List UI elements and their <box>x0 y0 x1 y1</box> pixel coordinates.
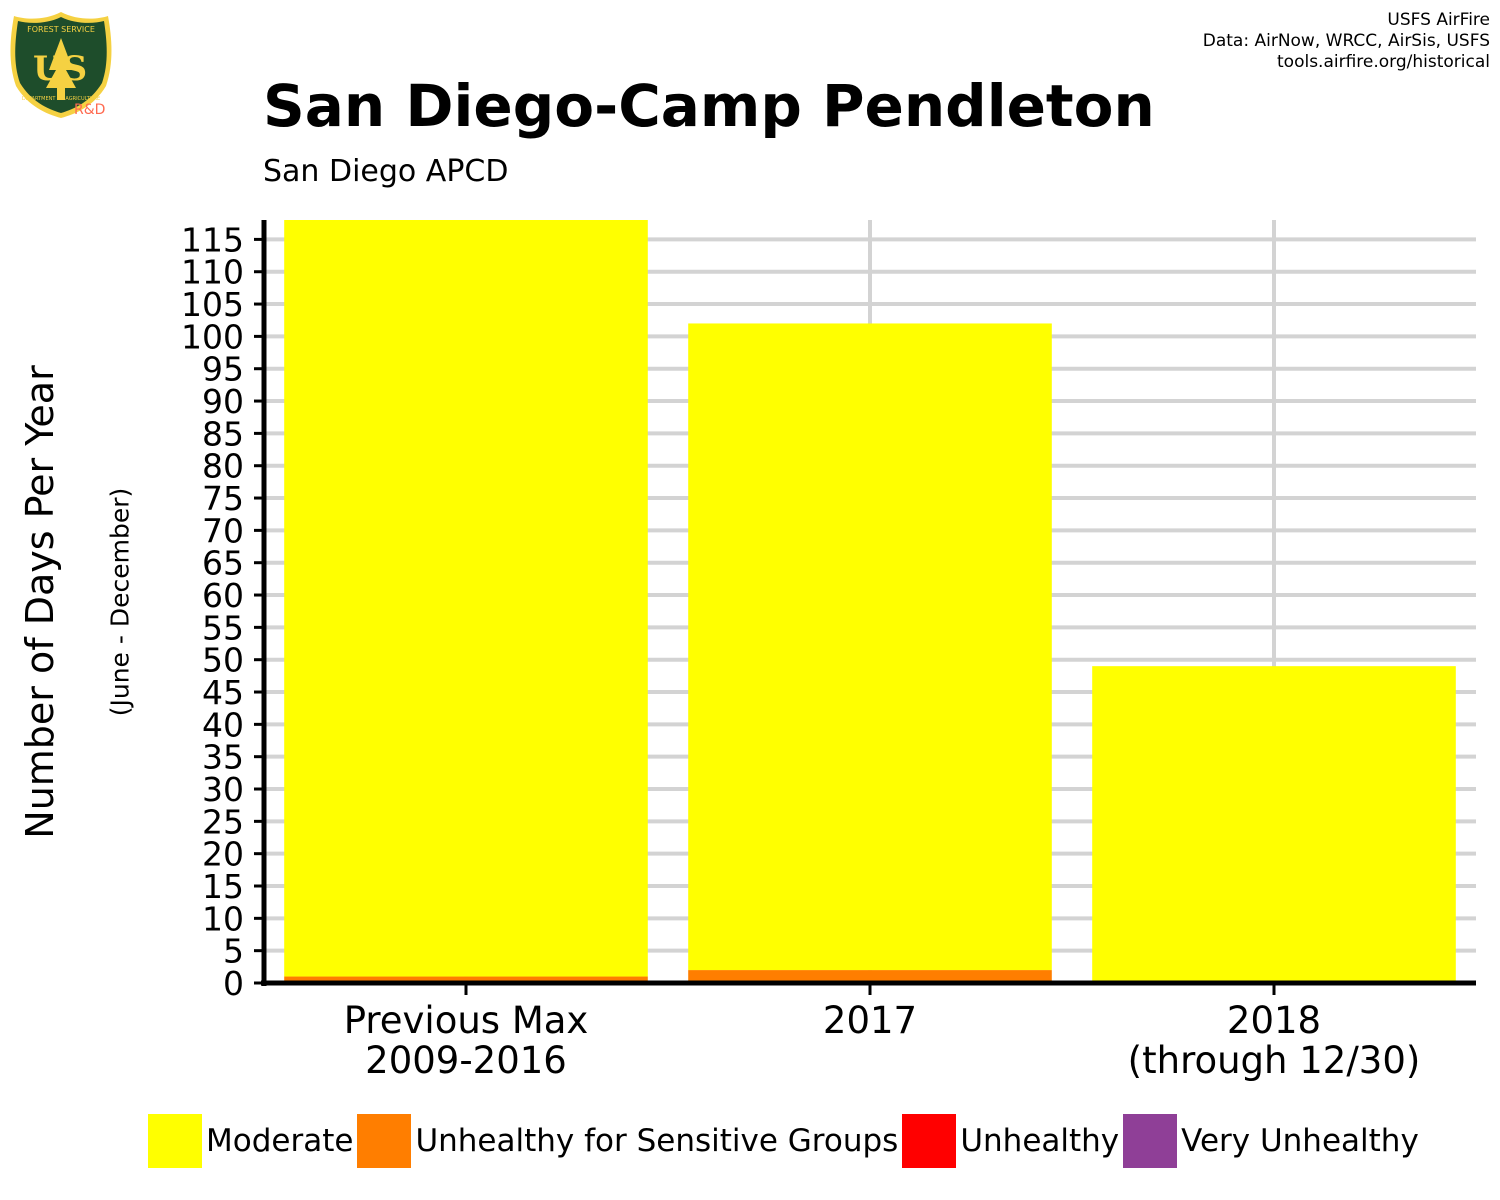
x-tick-label: 2017 <box>823 999 917 1042</box>
y-tick-label: 60 <box>202 576 244 615</box>
x-tick-label: Previous Max <box>344 999 589 1042</box>
legend-swatch-unhealthy <box>902 1114 957 1168</box>
logo-bottom-text: DEPARTMENT OF AGRICULTURE <box>22 96 100 102</box>
credit-line: USFS AirFire <box>1387 10 1490 30</box>
y-tick-label: 45 <box>202 673 244 712</box>
y-tick-label: 15 <box>202 867 244 906</box>
legend-label: Very Unhealthy <box>1181 1123 1419 1159</box>
y-tick-label: 95 <box>202 350 244 389</box>
logo-suffix: R&D <box>74 102 105 118</box>
y-tick-label: 50 <box>202 641 244 680</box>
y-tick-label: 80 <box>202 447 244 486</box>
bar-segment <box>1092 666 1456 983</box>
logo-top-text: FOREST SERVICE <box>27 25 95 34</box>
y-tick-label: 0 <box>223 964 244 1003</box>
bar-segment <box>284 220 648 977</box>
legend-label: Unhealthy for Sensitive Groups <box>415 1123 899 1159</box>
usfs-logo: US FOREST SERVICE DEPARTMENT OF AGRICULT… <box>10 12 112 118</box>
y-tick-label: 85 <box>202 414 244 453</box>
y-tick-label: 105 <box>181 285 244 324</box>
y-tick-label: 5 <box>223 932 244 971</box>
y-tick-label: 30 <box>202 770 244 809</box>
x-tick-label: 2018 <box>1227 999 1321 1042</box>
legend-swatch-moderate <box>148 1114 202 1168</box>
credit-line: tools.airfire.org/historical <box>1277 52 1490 72</box>
legend-item: Very Unhealthy <box>1123 1114 1419 1168</box>
y-tick-label: 20 <box>202 835 244 874</box>
y-tick-label: 35 <box>202 738 244 777</box>
x-tick-label: 2009-2016 <box>365 1039 567 1082</box>
y-tick-label: 55 <box>202 608 244 647</box>
y-tick-label: 115 <box>181 220 244 259</box>
y-tick-label: 75 <box>202 479 244 518</box>
y-tick-label: 110 <box>181 253 244 292</box>
legend-swatch-very-unhealthy <box>1123 1114 1178 1168</box>
logo-letters: US <box>33 49 87 89</box>
legend-item: Moderate <box>148 1114 353 1168</box>
legend-swatch-usg <box>357 1114 412 1168</box>
y-tick-label: 25 <box>202 802 244 841</box>
legend-item: Unhealthy <box>902 1114 1119 1168</box>
x-tick-label: (through 12/30) <box>1128 1039 1421 1082</box>
bar-segment <box>688 970 1052 983</box>
chart-subtitle: San Diego APCD <box>263 154 509 189</box>
y-tick-label: 10 <box>202 899 244 938</box>
bar-segment <box>688 323 1052 971</box>
y-tick-label: 40 <box>202 705 244 744</box>
chart-title: San Diego-Camp Pendleton <box>263 72 1155 140</box>
legend-label: Unhealthy <box>960 1123 1120 1159</box>
bar-segment <box>284 976 648 983</box>
credits: USFS AirFire Data: AirNow, WRCC, AirSis,… <box>1203 10 1490 73</box>
y-tick-label: 70 <box>202 511 244 550</box>
credit-line: Data: AirNow, WRCC, AirSis, USFS <box>1202 31 1490 51</box>
y-tick-label: 90 <box>202 382 244 421</box>
legend-label: Moderate <box>206 1123 354 1159</box>
legend-item: Unhealthy for Sensitive Groups <box>357 1114 898 1168</box>
y-tick-label: 100 <box>181 317 244 356</box>
y-tick-label: 65 <box>202 544 244 583</box>
legend: Moderate Unhealthy for Sensitive Groups … <box>148 1113 1423 1169</box>
